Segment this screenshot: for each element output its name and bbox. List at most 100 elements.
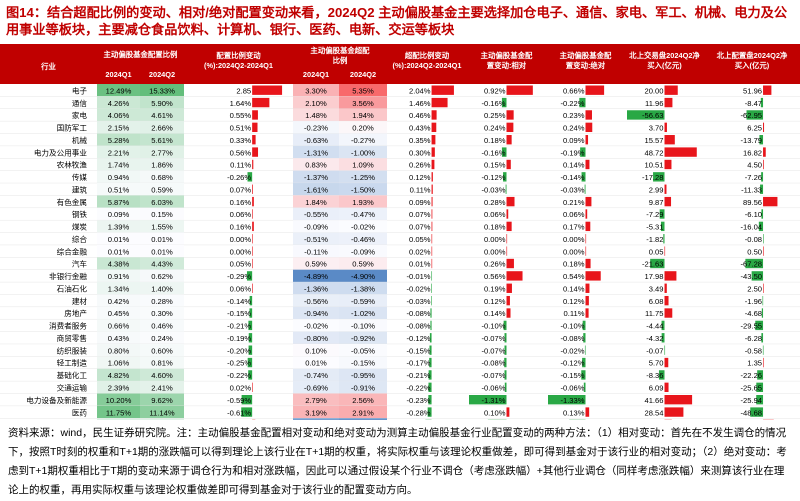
weight-q2-cell	[140, 145, 184, 159]
over-q1-value: -0.23%	[304, 124, 328, 133]
north-trade-bar	[664, 135, 675, 145]
north-trade-bar	[664, 407, 684, 417]
over-q2-value: -1.02%	[351, 309, 375, 318]
over-q2-cell	[339, 294, 387, 307]
weight-q2-value: 0.59%	[151, 185, 173, 194]
rel-change-bar	[504, 382, 507, 392]
abs-change-label: 0.21%	[563, 198, 585, 207]
rel-change-label: -0.06%	[481, 384, 505, 393]
over-change-label: -0.21%	[406, 371, 430, 380]
weight-change-bar	[249, 295, 253, 306]
rel-change-bar	[506, 110, 514, 120]
over-change-bar	[431, 85, 454, 95]
weight-q2-cell	[140, 183, 184, 196]
weight-q2-cell	[140, 257, 184, 270]
over-change-label: 0.02%	[409, 247, 431, 256]
over-q2-value: -1.25%	[351, 173, 375, 182]
weight-q2-value: 5.61%	[151, 136, 173, 145]
weight-change-label: -0.15%	[227, 309, 251, 318]
north-alloc-bar	[759, 135, 764, 145]
abs-change-label: -0.06%	[560, 384, 584, 393]
weight-q2-cell	[140, 96, 184, 109]
over-change-bar	[431, 110, 437, 120]
north-trade-label: 6.08	[649, 297, 664, 306]
weight-q2-cell	[140, 319, 184, 332]
north-trade-bar	[663, 234, 665, 244]
abs-change-bar	[585, 221, 591, 232]
weight-q1-cell	[97, 368, 140, 382]
north-alloc-bar	[761, 308, 764, 318]
weight-change-label: 0.16%	[230, 223, 252, 232]
weight-q1-cell	[97, 405, 140, 419]
over-q2-cell	[339, 207, 387, 221]
weight-q1-value: 0.51%	[108, 185, 130, 194]
over-q2-cell	[339, 232, 387, 245]
rel-change-bar	[504, 333, 507, 343]
abs-change-label: 0.11%	[564, 309, 585, 318]
over-q2-value: 2.91%	[352, 408, 374, 417]
weight-change-label: 0.11%	[230, 161, 251, 170]
source-note: 资料来源：wind，民生证券研究院。注：主动偏股基金配置相对变动和绝对变动为测算…	[8, 427, 787, 496]
weight-q1-cell	[97, 244, 140, 258]
weight-change-bar	[241, 407, 253, 417]
over-q1-cell	[293, 269, 339, 283]
row-label: 轻工制造	[57, 358, 88, 368]
weight-change-bar	[252, 135, 256, 145]
over-q2-cell	[339, 183, 387, 196]
abs-change-label: -0.22%	[560, 99, 584, 108]
weight-q1-value: 1.06%	[108, 359, 130, 368]
weight-change-label: 0.06%	[230, 284, 252, 293]
abs-change-bar	[581, 172, 586, 182]
north-trade-bar	[664, 97, 673, 108]
over-change-label: -0.01%	[406, 272, 430, 281]
abs-change-label: -0.19%	[560, 148, 584, 157]
weight-q1-cell	[97, 257, 140, 270]
abs-change-bar	[585, 283, 590, 293]
over-q2-cell	[339, 158, 387, 171]
rel-change-label: 0.18%	[484, 223, 506, 232]
north-alloc-label: -13.79	[740, 136, 762, 145]
over-q2-value: -4.90%	[351, 272, 375, 281]
weight-change-label: 0.51%	[230, 124, 252, 133]
north-trade-bar	[664, 122, 667, 133]
over-q1-cell	[293, 232, 339, 245]
figure-title: 图14：结合超配比例的变动、相对/绝对配置变动来看，2024Q2 主动偏股基金主…	[6, 5, 788, 37]
over-q1-cell	[293, 183, 339, 196]
over-q1-value: 0.10%	[305, 346, 327, 355]
north-alloc-bar	[756, 382, 764, 392]
over-change-label: -0.23%	[406, 396, 430, 405]
over-q2-value: -0.95%	[351, 371, 375, 380]
abs-change-label: 0.17%	[563, 223, 585, 232]
over-q1-cell	[293, 257, 339, 270]
weight-q1-value: 0.80%	[108, 346, 130, 355]
north-trade-label: 6.09	[649, 384, 664, 393]
over-q1-value: -0.55%	[304, 210, 328, 219]
over-change-bar	[431, 97, 448, 108]
over-q1-cell	[293, 381, 339, 394]
over-q1-value: 2.79%	[305, 396, 327, 405]
weight-change-label: 0.33%	[230, 136, 252, 145]
over-q1-value: -0.02%	[304, 322, 328, 331]
weight-q2-cell	[140, 282, 184, 295]
weight-change-bar	[252, 234, 253, 244]
row-label: 国防军工	[57, 123, 88, 133]
row-label: 基础化工	[57, 370, 88, 380]
weight-change-label: 0.06%	[230, 210, 252, 219]
rel-change-label: 0.25%	[484, 111, 506, 120]
over-q2-value: 0.59%	[352, 260, 374, 269]
north-trade-label: 0.05	[649, 247, 664, 256]
weight-q2-value: 2.66%	[151, 124, 173, 133]
row-label: 农林牧渔	[57, 160, 88, 170]
weight-change-bar	[252, 85, 283, 95]
north-trade-bar	[664, 283, 667, 293]
over-q1-cell	[293, 170, 339, 184]
north-alloc-label: -6.10	[745, 210, 762, 219]
rel-change-label: 0.12%	[484, 297, 506, 306]
header-north-trade: 北上交易盘2024Q2净	[629, 51, 700, 60]
header-abs-change: 置变动:绝对	[566, 61, 606, 70]
rel-change-bar	[506, 283, 512, 293]
over-change-bar	[431, 209, 433, 219]
abs-change-bar	[582, 320, 586, 331]
north-trade-label: -56.63	[642, 111, 664, 120]
weight-change-label: -0.22%	[227, 371, 251, 380]
